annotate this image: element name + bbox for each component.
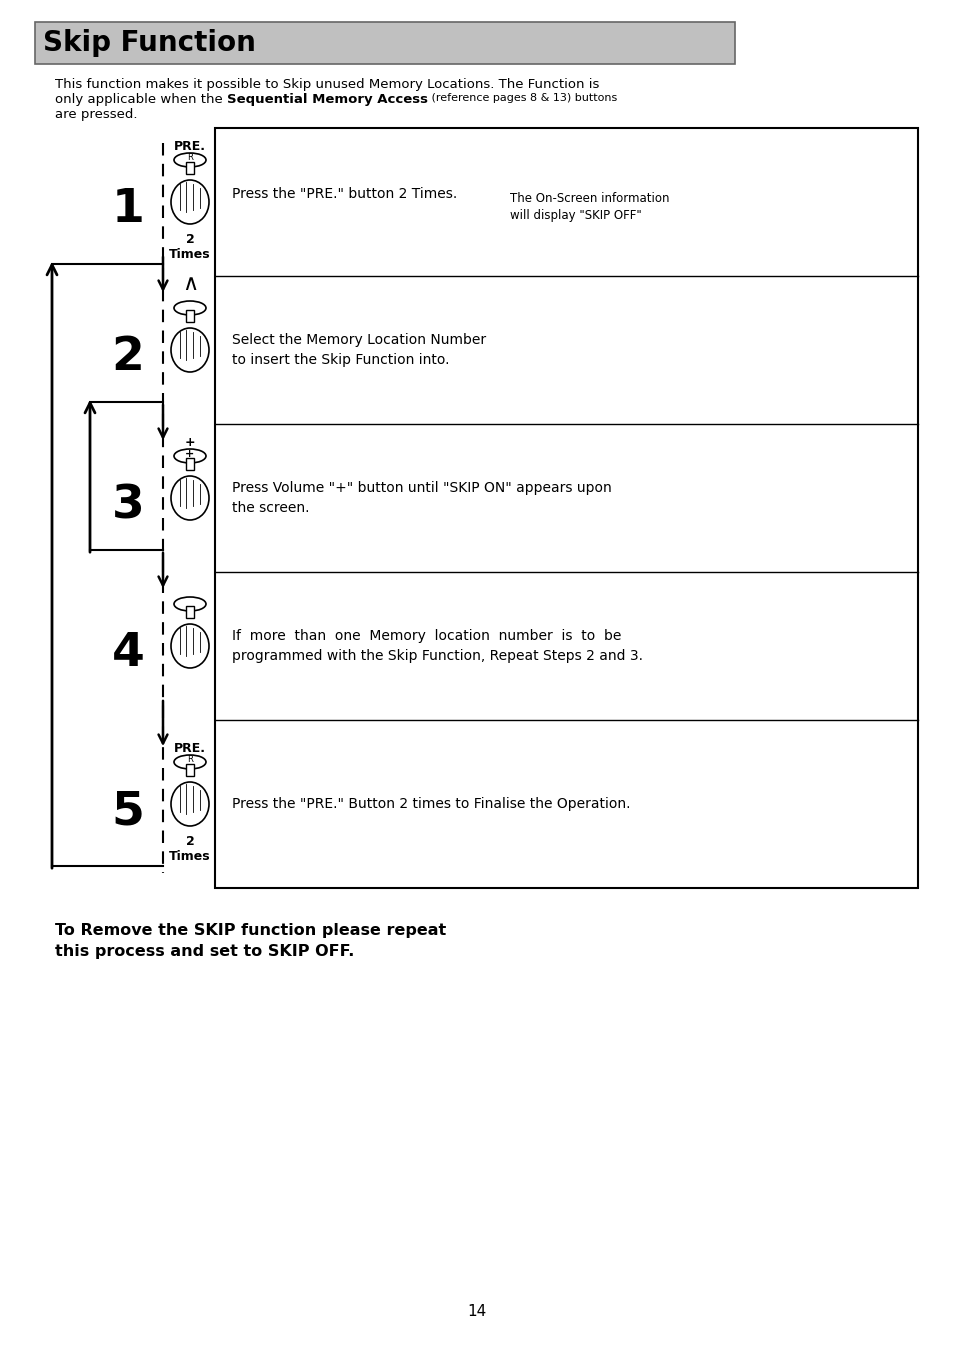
Ellipse shape — [171, 179, 209, 224]
Text: 5: 5 — [112, 789, 144, 835]
Bar — [214, 128, 917, 888]
Text: This function makes it possible to Skip unused Memory Locations. The Function is: This function makes it possible to Skip … — [55, 78, 598, 90]
Text: Sequential Memory Access: Sequential Memory Access — [227, 93, 428, 107]
Ellipse shape — [171, 782, 209, 826]
Text: 3: 3 — [112, 483, 144, 529]
Text: Select the Memory Location Number
to insert the Skip Function into.: Select the Memory Location Number to ins… — [232, 333, 486, 367]
Text: 2: 2 — [112, 336, 144, 380]
Text: 2
Times: 2 Times — [169, 233, 211, 260]
Text: 14: 14 — [467, 1303, 486, 1318]
Ellipse shape — [173, 152, 206, 167]
Text: If  more  than  one  Memory  location  number  is  to  be
programmed with the Sk: If more than one Memory location number … — [232, 629, 642, 662]
Bar — [186, 162, 193, 174]
Text: PRE.: PRE. — [173, 140, 206, 154]
Text: 1: 1 — [112, 188, 144, 232]
Ellipse shape — [171, 476, 209, 519]
Text: Press the "PRE." Button 2 times to Finalise the Operation.: Press the "PRE." Button 2 times to Final… — [232, 797, 630, 811]
Text: PRE.: PRE. — [173, 742, 206, 755]
Text: +: + — [185, 437, 195, 449]
Text: Press the "PRE." button 2 Times.: Press the "PRE." button 2 Times. — [232, 188, 456, 201]
Text: 4: 4 — [112, 631, 144, 676]
Text: The On-Screen information
will display "SKIP OFF": The On-Screen information will display "… — [510, 192, 669, 223]
Text: Skip Function: Skip Function — [43, 28, 255, 57]
Text: To Remove the SKIP function please repeat
this process and set to SKIP OFF.: To Remove the SKIP function please repea… — [55, 923, 446, 959]
Ellipse shape — [173, 755, 206, 769]
Text: ∧: ∧ — [182, 274, 198, 294]
Ellipse shape — [171, 625, 209, 668]
Text: R: R — [187, 755, 193, 765]
Text: (reference pages 8 & 13) buttons: (reference pages 8 & 13) buttons — [428, 93, 617, 103]
Text: 2
Times: 2 Times — [169, 835, 211, 863]
Text: Press Volume "+" button until "SKIP ON" appears upon
the screen.: Press Volume "+" button until "SKIP ON" … — [232, 482, 611, 515]
Text: are pressed.: are pressed. — [55, 108, 137, 121]
Ellipse shape — [173, 598, 206, 611]
Bar — [186, 606, 193, 618]
Ellipse shape — [171, 328, 209, 372]
Bar — [186, 310, 193, 322]
Text: R: R — [187, 154, 193, 162]
Text: only applicable when the: only applicable when the — [55, 93, 227, 107]
Text: +: + — [185, 449, 194, 459]
Ellipse shape — [173, 301, 206, 316]
Bar — [186, 764, 193, 776]
Ellipse shape — [173, 449, 206, 463]
Bar — [186, 459, 193, 469]
Bar — [35, 22, 734, 63]
